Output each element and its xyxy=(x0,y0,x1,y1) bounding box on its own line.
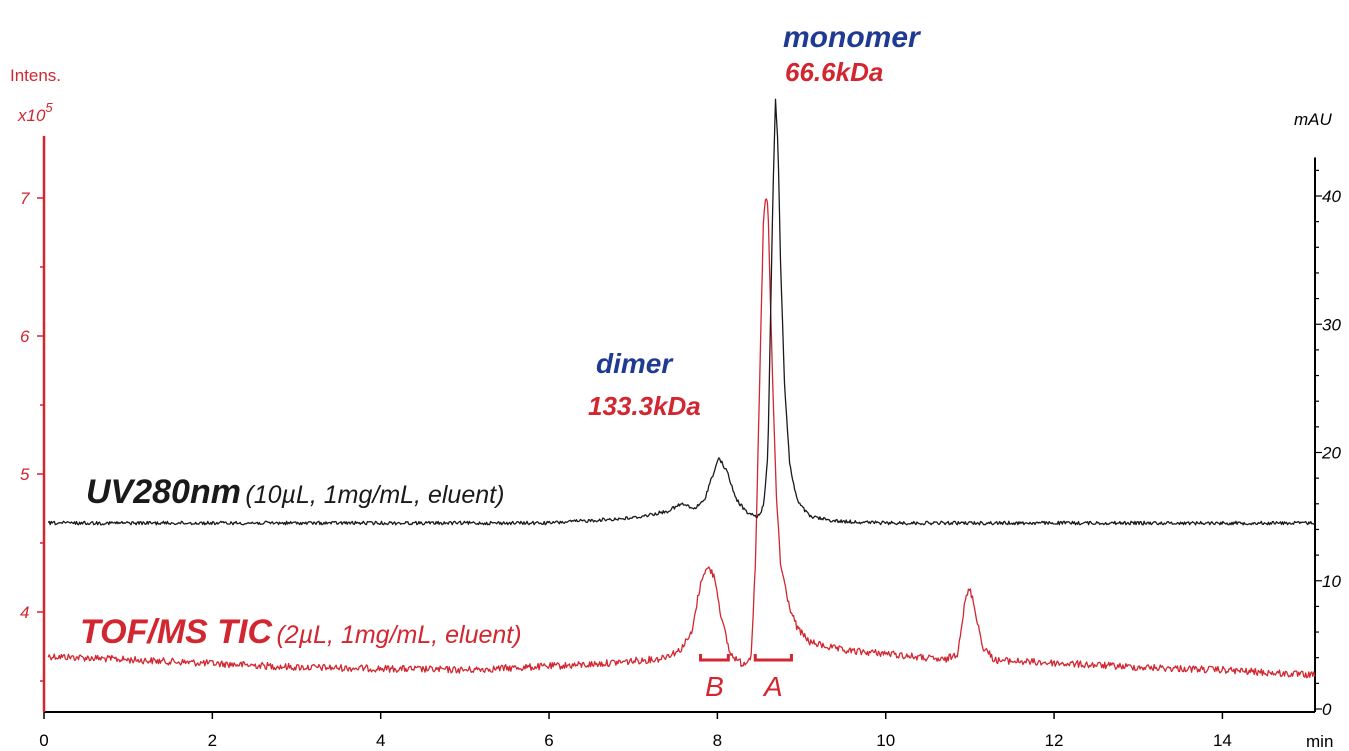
fraction-bracket xyxy=(753,654,793,662)
monomer-label: monomer xyxy=(783,21,922,54)
right-tick-label: 10 xyxy=(1322,572,1341,591)
left-axis-label: Intens. xyxy=(10,66,61,85)
left-tick-label: 5 xyxy=(20,465,30,484)
ms-tic-trace xyxy=(47,198,1316,679)
axes-group: 0 2 4 6 8 10 12 14 4 5 6 7 0 10 20 30 40 xyxy=(20,135,1341,750)
x-tick-label: 2 xyxy=(208,731,217,750)
x-tick-label: 4 xyxy=(376,731,385,750)
left-tick-label: 7 xyxy=(20,189,30,208)
x-tick-label: 6 xyxy=(544,731,553,750)
uv-series-annotation: UV280nm (10µL, 1mg/mL, eluent) xyxy=(86,473,504,511)
fraction-bracket xyxy=(699,654,730,662)
right-tick-label: 0 xyxy=(1322,700,1332,719)
right-tick-label: 40 xyxy=(1322,187,1341,206)
x-tick-label: 14 xyxy=(1213,731,1232,750)
dimer-label: dimer xyxy=(596,348,674,379)
uv280-trace xyxy=(47,98,1315,526)
fraction-label: A xyxy=(762,671,783,702)
left-tick-label: 4 xyxy=(20,603,29,622)
x-tick-label: 10 xyxy=(876,731,895,750)
ms-series-annotation: TOF/MS TIC (2µL, 1mg/mL, eluent) xyxy=(80,613,522,651)
right-tick-label: 30 xyxy=(1322,315,1341,334)
monomer-mass-label: 66.6kDa xyxy=(785,57,883,87)
left-tick-label: 6 xyxy=(20,327,30,346)
x-axis-label: min xyxy=(1306,732,1333,751)
fraction-label: B xyxy=(705,671,724,702)
left-axis-multiplier: x105 xyxy=(17,100,53,125)
x-tick-label: 8 xyxy=(713,731,722,750)
dimer-mass-label: 133.3kDa xyxy=(588,391,701,421)
x-tick-label: 12 xyxy=(1045,731,1064,750)
labels-group: Intens. x105 mAU min UV280nm (10µL, 1mg/… xyxy=(10,21,1333,751)
right-axis-label: mAU xyxy=(1294,110,1333,129)
right-tick-label: 20 xyxy=(1321,444,1341,463)
x-tick-label: 0 xyxy=(39,731,48,750)
